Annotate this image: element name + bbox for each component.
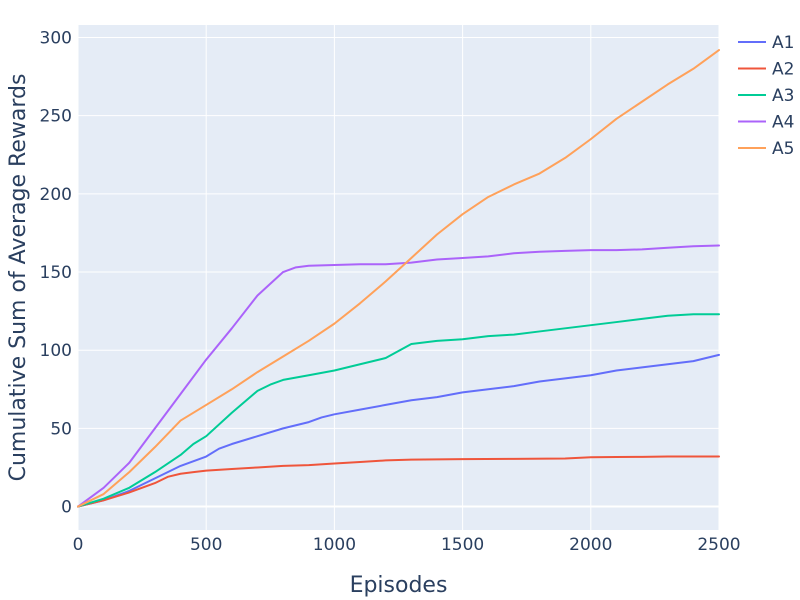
series-line-a5 — [77, 49, 720, 508]
legend-item-a1[interactable]: A1 — [738, 33, 794, 53]
series-line-a2 — [77, 455, 720, 508]
plot-area — [78, 25, 719, 530]
series-line-a4 — [77, 244, 720, 508]
y-tick-label: 250 — [40, 107, 72, 127]
series-line-a3 — [77, 313, 720, 508]
legend-label: A1 — [772, 33, 794, 53]
y-tick-label: 0 — [61, 498, 72, 518]
legend-label: A5 — [772, 139, 794, 159]
y-tick-label: 300 — [40, 29, 72, 49]
series-line-a1 — [77, 353, 720, 508]
legend-item-a2[interactable]: A2 — [738, 60, 794, 80]
y-tick-label: 50 — [50, 419, 72, 439]
legend-item-a4[interactable]: A4 — [738, 113, 794, 133]
x-axis-title: Episodes — [350, 573, 448, 598]
x-tick-label: 500 — [190, 535, 222, 555]
y-tick-label: 200 — [40, 185, 72, 205]
x-tick-label: 0 — [73, 535, 84, 555]
legend[interactable]: A1 A2 A3 A4 A5 — [738, 33, 794, 159]
series-lines — [77, 49, 720, 508]
legend-item-a3[interactable]: A3 — [738, 86, 794, 106]
gridlines — [77, 25, 720, 530]
x-tick-label: 1000 — [313, 535, 356, 555]
legend-label: A2 — [772, 60, 794, 80]
y-axis-title: Cumulative Sum of Average Rewards — [6, 74, 31, 482]
legend-label: A4 — [772, 113, 794, 133]
legend-label: A3 — [772, 86, 794, 106]
legend-item-a5[interactable]: A5 — [738, 139, 794, 159]
x-tick-label: 2500 — [697, 535, 740, 555]
y-tick-label: 100 — [40, 341, 72, 361]
x-tick-label: 1500 — [441, 535, 484, 555]
tick-labels: 0 500 1000 1500 2000 2500 0 50 100 150 200 250 300 — [40, 29, 741, 555]
y-tick-label: 150 — [40, 263, 72, 283]
x-tick-label: 2000 — [569, 535, 612, 555]
